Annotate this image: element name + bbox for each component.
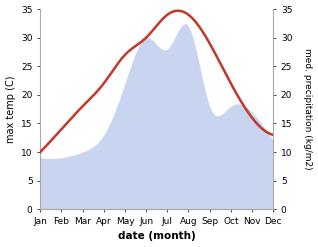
- X-axis label: date (month): date (month): [118, 231, 196, 242]
- Y-axis label: max temp (C): max temp (C): [5, 75, 16, 143]
- Y-axis label: med. precipitation (kg/m2): med. precipitation (kg/m2): [303, 48, 313, 170]
